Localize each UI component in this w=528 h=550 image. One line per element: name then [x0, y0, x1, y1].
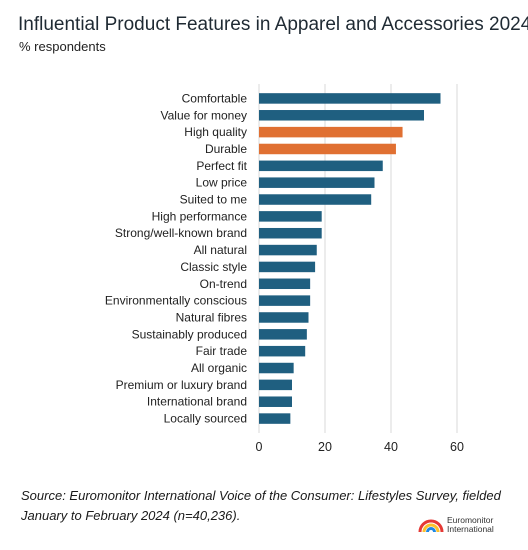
category-label: High quality [184, 125, 247, 139]
x-tick-label: 20 [318, 440, 332, 454]
euromonitor-logo: Euromonitor International [418, 516, 494, 534]
category-label: Durable [205, 142, 247, 156]
bar [259, 93, 441, 104]
x-tick-label: 40 [384, 440, 398, 454]
bar [259, 211, 322, 222]
bar [259, 160, 383, 172]
logo-arc-icon [418, 519, 444, 533]
category-label: Natural fibres [176, 310, 247, 324]
source-text: Euromonitor International Voice of the C… [21, 488, 501, 523]
category-label: All organic [191, 361, 247, 375]
bar [259, 295, 311, 306]
bar [259, 379, 292, 391]
category-label: Strong/well-known brand [115, 226, 247, 240]
x-tick-label: 60 [450, 440, 464, 454]
bar [259, 126, 403, 138]
category-label: Value for money [161, 108, 248, 122]
category-label: Low price [196, 176, 248, 190]
bar [259, 244, 317, 256]
bar [259, 177, 375, 188]
source-prefix: Source: [21, 488, 66, 503]
chart-subtitle: % respondents [19, 39, 106, 54]
category-label: Suited to me [180, 193, 248, 207]
source-note: Source: Euromonitor International Voice … [21, 486, 501, 526]
logo-line-1: Euromonitor [447, 515, 494, 525]
bar [259, 345, 306, 357]
chart-title: Influential Product Features in Apparel … [18, 14, 528, 35]
category-label: Classic style [180, 260, 247, 274]
category-label: Environmentally conscious [105, 294, 247, 308]
bar [259, 362, 294, 374]
bar-chart: 0 20 40 60 Comfortable Value for money High qu… [105, 84, 464, 454]
bar [259, 227, 322, 239]
category-label: All natural [194, 243, 247, 257]
bar [259, 143, 396, 155]
bar [259, 261, 316, 273]
category-label: High performance [152, 209, 248, 223]
logo-line-2: International [447, 524, 494, 534]
category-label: Premium or luxury brand [116, 378, 247, 392]
category-label: Locally sourced [164, 412, 247, 426]
bar [259, 329, 307, 340]
category-label: On-trend [200, 277, 247, 291]
category-label: International brand [147, 395, 247, 409]
bar [259, 110, 424, 121]
x-tick-label: 0 [256, 440, 263, 454]
bar [259, 312, 309, 323]
category-label: Fair trade [196, 344, 248, 358]
category-label: Sustainably produced [132, 327, 247, 341]
category-label: Comfortable [182, 91, 248, 105]
bar [259, 396, 292, 407]
bar [259, 413, 291, 424]
category-label: Perfect fit [196, 159, 247, 173]
bar [259, 194, 372, 205]
bar [259, 278, 311, 290]
